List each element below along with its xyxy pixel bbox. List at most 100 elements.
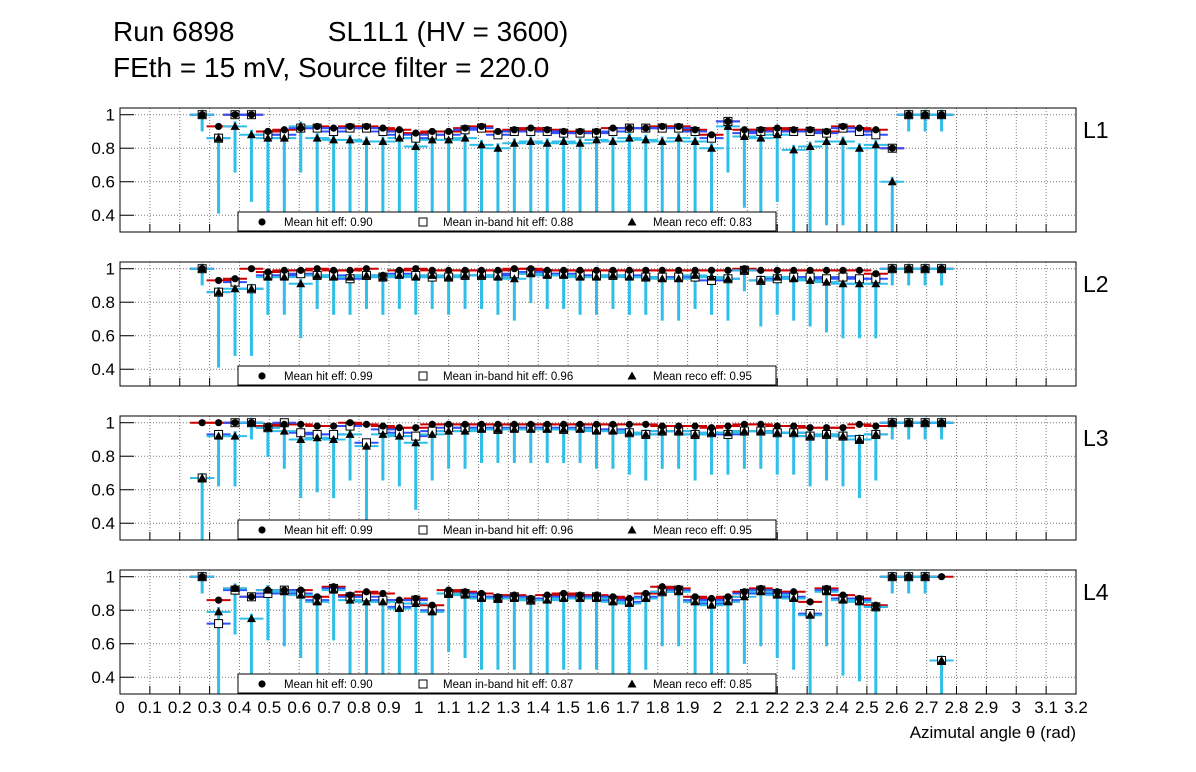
hit-point: [691, 266, 699, 274]
reco-point: [509, 424, 519, 433]
x-tick-label: 0: [115, 698, 124, 717]
reco-point: [460, 270, 470, 279]
hit-point: [543, 591, 551, 599]
reco-point: [690, 429, 700, 438]
hit-point: [247, 593, 256, 601]
hit-point: [872, 422, 880, 430]
reco-point: [690, 137, 700, 146]
x-axis-label: Azimutal angle θ (rad): [910, 723, 1076, 742]
hit-point: [477, 420, 486, 428]
reco-point: [394, 431, 404, 440]
reco-point: [559, 270, 569, 279]
reco-point: [690, 270, 700, 279]
hit-point: [379, 124, 387, 132]
reco-point: [526, 424, 536, 433]
hit-point: [658, 122, 666, 131]
hit-point: [757, 126, 765, 134]
reco-point: [608, 270, 618, 279]
reco-point: [838, 137, 848, 146]
hit-point: [839, 266, 847, 274]
hit-point: [855, 594, 864, 603]
hit-point: [247, 265, 256, 273]
hit-point: [609, 266, 617, 274]
reco-point: [214, 431, 224, 440]
reco-point: [427, 135, 437, 144]
reco-point: [246, 614, 256, 623]
reco-point: [526, 137, 536, 146]
reco-point: [312, 133, 322, 142]
legend-label-hit: Mean hit eff: 0.90: [284, 679, 373, 691]
layer-label-l3: L3: [1083, 425, 1109, 451]
hit-point: [757, 584, 765, 593]
hit-point: [395, 424, 403, 432]
hit-point: [658, 266, 666, 274]
legend-marker-reco: [627, 371, 637, 380]
reco-point: [674, 426, 684, 435]
reco-point: [230, 284, 240, 293]
panel-frame: [119, 569, 1077, 695]
reco-point: [723, 597, 733, 606]
reco-point: [411, 438, 421, 447]
reco-point: [575, 424, 585, 433]
hit-point: [494, 127, 502, 136]
hit-point: [543, 420, 551, 428]
hit-point: [477, 122, 486, 131]
panel-l4: 0.4 0.6 0.8 1 Mean hit eff: 0.90 Mean in-band…: [91, 568, 1109, 695]
hit-point: [412, 129, 420, 137]
hit-point: [806, 126, 814, 134]
hit-point: [905, 573, 913, 581]
legend-label-reco: Mean reco eff: 0.83: [653, 217, 752, 229]
reco-point: [279, 272, 289, 281]
hit-point: [313, 422, 321, 430]
legend-box: [237, 211, 777, 232]
reco-point: [411, 599, 421, 608]
hit-point: [740, 420, 748, 428]
reco-point: [805, 610, 815, 619]
hit-point: [592, 127, 601, 136]
x-tick-label: 1.7: [616, 698, 640, 717]
reco-point: [674, 133, 684, 142]
hit-point: [231, 419, 239, 427]
legend-label-hit: Mean hit eff: 0.99: [284, 525, 373, 537]
hit-point: [527, 420, 535, 428]
reco-point: [444, 135, 454, 144]
reco-point: [329, 135, 339, 144]
hit-point: [412, 424, 420, 432]
reco-point: [592, 426, 602, 435]
hit-point: [280, 420, 288, 428]
hit-point: [346, 419, 354, 427]
hit-point: [921, 419, 929, 427]
hit-point: [346, 266, 354, 274]
hit-point: [231, 111, 239, 119]
x-tick-label: 0.2: [168, 698, 192, 717]
y-tick-label: 1: [106, 414, 115, 433]
reco-point: [542, 270, 552, 279]
hit-point: [707, 131, 716, 139]
hit-point: [724, 422, 732, 430]
hit-point: [231, 275, 239, 283]
hit-point: [773, 266, 781, 274]
hit-point: [790, 422, 798, 430]
y-tick-label: 0.4: [91, 206, 115, 225]
reco-point: [329, 434, 339, 443]
hit-point: [247, 419, 256, 427]
hit-point: [362, 420, 371, 428]
y-tick-label: 0.6: [91, 173, 115, 192]
reco-point: [690, 597, 700, 606]
hit-point: [888, 573, 896, 581]
hit-point: [609, 420, 617, 428]
reco-point: [608, 426, 618, 435]
x-tick-label: 1.6: [586, 698, 610, 717]
reco-point: [296, 279, 306, 288]
x-tick-label: 2: [713, 698, 722, 717]
hit-point: [839, 424, 847, 432]
reco-point: [657, 137, 667, 146]
reco-point: [394, 270, 404, 279]
hit-point: [675, 422, 683, 430]
legend-box: [237, 519, 777, 540]
hit-point: [773, 588, 781, 596]
hit-point: [198, 265, 206, 273]
hit-point: [576, 266, 584, 274]
hit-point: [888, 265, 896, 273]
reco-point: [279, 133, 289, 142]
